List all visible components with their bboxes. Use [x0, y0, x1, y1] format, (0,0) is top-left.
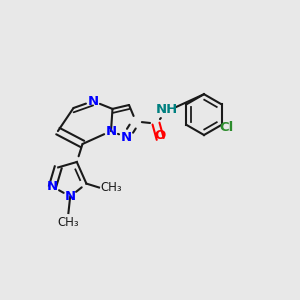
Text: N: N	[47, 180, 58, 193]
Text: N: N	[105, 124, 117, 138]
Text: NH: NH	[156, 103, 178, 116]
Text: CH₃: CH₃	[58, 216, 79, 229]
Text: CH₃: CH₃	[100, 181, 122, 194]
Text: O: O	[154, 129, 166, 142]
Text: N: N	[87, 94, 99, 108]
Text: N: N	[120, 130, 132, 144]
Text: N: N	[64, 190, 76, 203]
Text: Cl: Cl	[219, 121, 233, 134]
